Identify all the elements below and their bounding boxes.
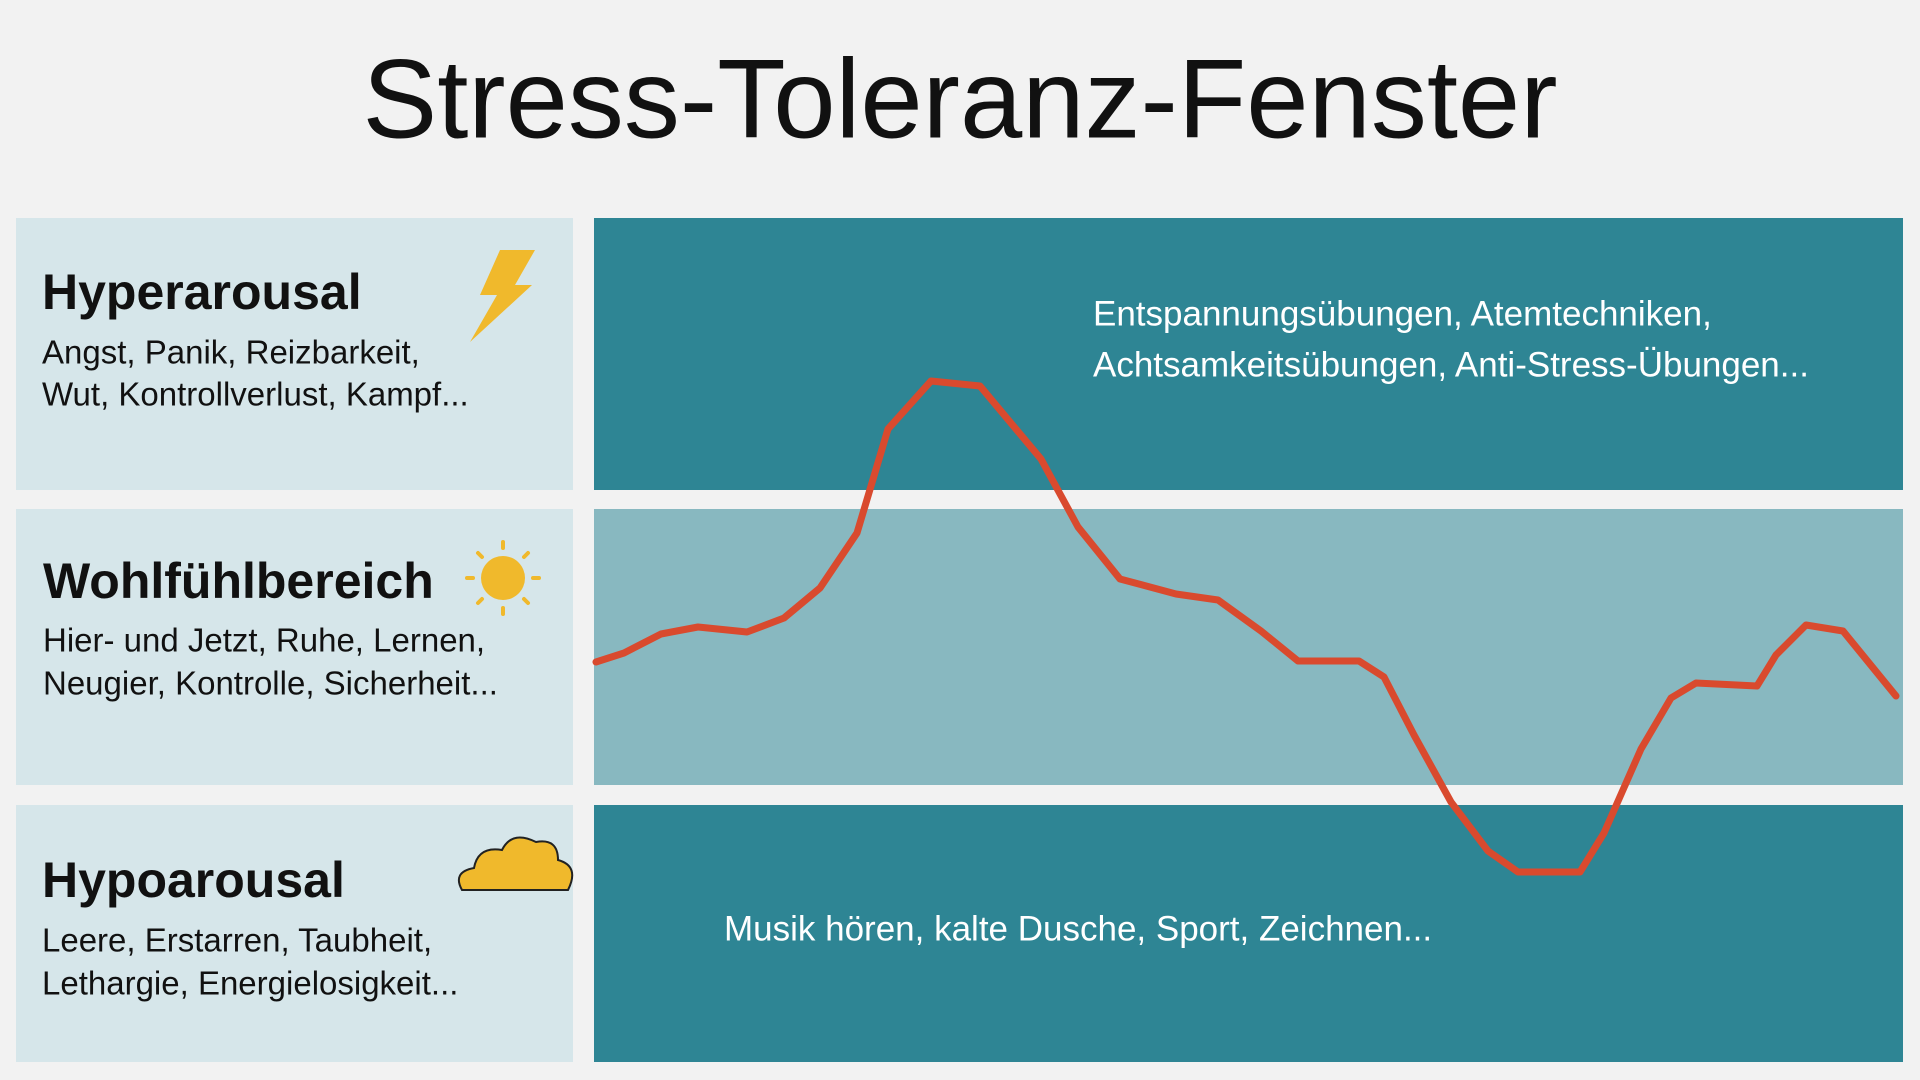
title: Stress-Toleranz-Fenster [362, 37, 1557, 162]
hypo-band [594, 805, 1903, 1062]
sun-icon [465, 540, 541, 616]
hyper-band [594, 218, 1903, 490]
cloud-icon [458, 836, 574, 891]
lightning-icon [470, 250, 535, 342]
zone-text: Lethargie, Energielosigkeit... [42, 965, 458, 1002]
help-text: Achtsamkeitsübungen, Anti-Stress-Übungen… [1093, 345, 1809, 384]
help-text: Musik hören, kalte Dusche, Sport, Zeichn… [724, 909, 1432, 948]
zone-title: Hyperarousal [42, 264, 362, 320]
help-text: Entspannungsübungen, Atemtechniken, [1093, 294, 1712, 333]
arousal-curve [592, 377, 1900, 876]
zone-text: Wut, Kontrollverlust, Kampf... [42, 376, 469, 413]
zone-text: Leere, Erstarren, Taubheit, [42, 922, 432, 959]
zone-text: Hier- und Jetzt, Ruhe, Lernen, [43, 622, 485, 659]
zone-title: Hypoarousal [42, 852, 345, 908]
zone-title: Wohlfühlbereich [43, 553, 434, 609]
window-band [594, 509, 1903, 785]
zone-text: Angst, Panik, Reizbarkeit, [42, 334, 420, 371]
zone-panel [16, 218, 573, 490]
zone-text: Neugier, Kontrolle, Sicherheit... [43, 665, 498, 702]
zone-panel [16, 805, 573, 1062]
